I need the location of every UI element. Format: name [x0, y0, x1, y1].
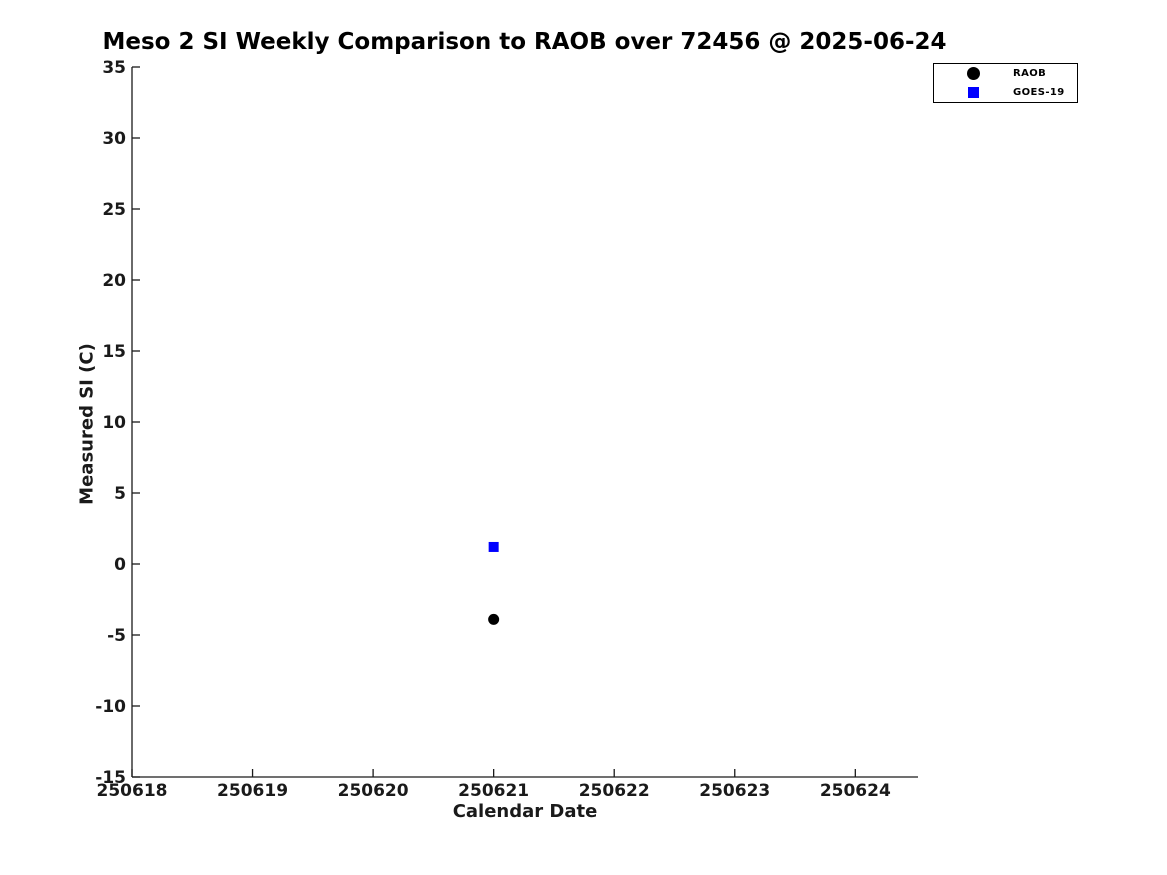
- x-axis-label: Calendar Date: [452, 801, 598, 822]
- x-tick-label: 250622: [579, 781, 650, 801]
- chart-title: Meso 2 SI Weekly Comparison to RAOB over…: [102, 29, 947, 55]
- raob-point: [488, 613, 500, 625]
- legend-square-icon: [968, 87, 979, 98]
- legend-marker-cell: [934, 87, 1013, 98]
- x-tick-label: 250621: [458, 781, 529, 801]
- y-tick-label: 10: [102, 413, 126, 433]
- legend-entry-goes-19: GOES-19: [934, 83, 1077, 102]
- y-tick-label: 25: [102, 200, 126, 220]
- y-tick-label: -15: [95, 768, 126, 788]
- legend-label: GOES-19: [1013, 87, 1065, 98]
- y-tick-label: 5: [114, 484, 126, 504]
- legend-marker-cell: [934, 67, 1013, 80]
- goes-19-point: [488, 541, 499, 552]
- y-axis-label: Measured SI (C): [76, 343, 98, 505]
- x-tick-label: 250623: [699, 781, 770, 801]
- x-tick-label: 250620: [338, 781, 409, 801]
- y-tick-label: 20: [102, 271, 126, 291]
- legend-entry-raob: RAOB: [934, 64, 1077, 83]
- x-tick-label: 250618: [97, 781, 168, 801]
- legend: RAOB GOES-19: [933, 63, 1078, 103]
- y-tick-label: 15: [102, 342, 126, 362]
- y-tick-label: -5: [107, 626, 126, 646]
- y-tick-label: 0: [114, 555, 126, 575]
- legend-circle-icon: [967, 67, 980, 80]
- y-tick-label: 35: [102, 58, 126, 78]
- x-tick-label: 250619: [217, 781, 288, 801]
- y-tick-label: 30: [102, 129, 126, 149]
- x-tick-label: 250624: [820, 781, 891, 801]
- legend-label: RAOB: [1013, 68, 1047, 79]
- y-tick-label: -10: [95, 697, 126, 717]
